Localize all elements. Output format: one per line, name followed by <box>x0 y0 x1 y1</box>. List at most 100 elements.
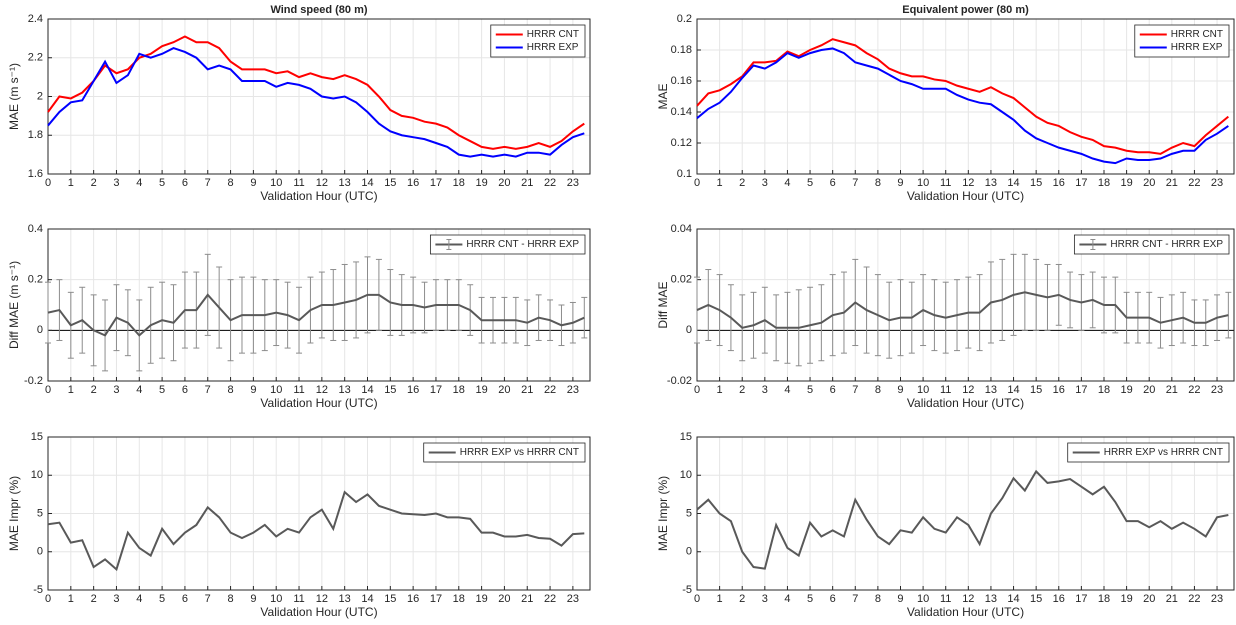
x-tick-label: 20 <box>498 177 510 189</box>
x-tick-label: 0 <box>694 384 700 396</box>
y-tick-label: 0 <box>686 546 692 558</box>
x-tick-label: 21 <box>521 177 533 189</box>
data-line <box>696 38 1229 155</box>
y-tick-label: 0.4 <box>28 223 43 235</box>
x-tick-label: 22 <box>1188 593 1200 605</box>
x-tick-label: 19 <box>475 384 487 396</box>
x-tick-label: 22 <box>1188 177 1200 189</box>
x-tick-label: 4 <box>784 384 790 396</box>
axes-frame <box>47 436 591 591</box>
x-tick-label: 12 <box>316 384 328 396</box>
legend-box <box>1067 442 1230 463</box>
y-tick-label: -5 <box>682 584 692 596</box>
x-tick-label: 3 <box>113 384 119 396</box>
x-tick-label: 5 <box>807 177 813 189</box>
legend: HRRR EXP vs HRRR CNT <box>1067 442 1230 463</box>
x-tick-label: 6 <box>182 384 188 396</box>
y-axis-label: MAE (m s⁻¹) <box>7 63 21 130</box>
x-tick-label: 10 <box>917 593 929 605</box>
y-axis-label: Diff MAE (m s⁻¹) <box>7 261 21 349</box>
x-tick-label: 18 <box>1098 593 1110 605</box>
data-line <box>47 490 585 572</box>
x-tick-label: 10 <box>917 384 929 396</box>
chart-title: Wind speed (80 m) <box>270 4 367 16</box>
y-tick-label: 0 <box>686 324 692 336</box>
x-tick-label: 20 <box>498 593 510 605</box>
y-tick-label: -5 <box>33 584 43 596</box>
x-tick-label: 16 <box>407 384 419 396</box>
x-tick-label: 15 <box>384 384 396 396</box>
data-line <box>696 47 1229 165</box>
x-tick-label: 9 <box>250 177 256 189</box>
x-tick-label: 10 <box>270 384 282 396</box>
y-tick-label: 0 <box>37 546 43 558</box>
x-tick-label: 21 <box>521 384 533 396</box>
x-tick-label: 10 <box>917 177 929 189</box>
x-tick-label: 1 <box>68 384 74 396</box>
data-line <box>696 469 1229 570</box>
y-tick-label: 1.6 <box>28 168 43 180</box>
x-tick-label: 6 <box>830 384 836 396</box>
x-tick-label: 19 <box>1120 593 1132 605</box>
legend-label: HRRR CNT - HRRR EXP <box>466 239 579 250</box>
x-tick-label: 5 <box>159 384 165 396</box>
x-tick-label: 14 <box>361 384 373 396</box>
legend-box <box>423 442 586 463</box>
x-tick-label: 21 <box>1166 384 1178 396</box>
legend: HRRR CNT HRRR EXP <box>490 24 586 58</box>
x-tick-label: 1 <box>717 384 723 396</box>
panel: 0 1 2 3 4 5 6 7 8 9 10 11 12 13 14 15 16 17 18 19 20 21 22 23-0… <box>656 223 1235 410</box>
legend-label: HRRR CNT - HRRR EXP <box>1110 239 1223 250</box>
x-tick-label: 13 <box>985 593 997 605</box>
x-tick-label: 11 <box>940 177 951 189</box>
x-tick-label: 14 <box>1007 593 1019 605</box>
x-tick-label: 5 <box>159 177 165 189</box>
x-tick-label: 16 <box>1053 384 1065 396</box>
x-tick-label: 16 <box>407 177 419 189</box>
x-tick-label: 9 <box>897 384 903 396</box>
y-tick-label: 0.12 <box>671 137 692 149</box>
y-tick-label: 2.4 <box>28 13 43 25</box>
axes-frame <box>696 436 1235 591</box>
x-tick-label: 16 <box>1053 177 1065 189</box>
x-tick-label: 17 <box>430 177 442 189</box>
x-tick-label: 18 <box>1098 384 1110 396</box>
y-tick-label: 0.14 <box>671 106 692 118</box>
legend-box <box>490 24 586 58</box>
x-tick-label: 8 <box>875 593 881 605</box>
x-tick-label: 13 <box>339 384 351 396</box>
x-tick-label: 17 <box>1075 384 1087 396</box>
y-axis-label: Diff MAE <box>656 281 670 328</box>
x-tick-label: 7 <box>205 177 211 189</box>
y-tick-label: 0 <box>37 324 43 336</box>
x-tick-label: 9 <box>897 593 903 605</box>
y-axis-label: MAE Impr (%) <box>656 476 670 551</box>
x-tick-label: 10 <box>270 177 282 189</box>
x-tick-label: 12 <box>962 593 974 605</box>
legend: HRRR CNT - HRRR EXP <box>1073 234 1230 255</box>
x-tick-label: 15 <box>1030 593 1042 605</box>
x-tick-label: 23 <box>1211 593 1223 605</box>
x-tick-label: 17 <box>430 384 442 396</box>
y-tick-label: 2 <box>37 90 43 102</box>
y-tick-label: 10 <box>31 469 43 481</box>
x-tick-label: 22 <box>1188 384 1200 396</box>
x-tick-label: 15 <box>384 177 396 189</box>
x-tick-label: 20 <box>1143 177 1155 189</box>
legend-label: HRRR CNT <box>527 29 579 40</box>
x-tick-label: 11 <box>293 384 304 396</box>
x-tick-label: 21 <box>521 593 533 605</box>
x-tick-label: 8 <box>875 177 881 189</box>
x-tick-label: 23 <box>567 177 579 189</box>
x-tick-label: 7 <box>852 177 858 189</box>
panel: 0 1 2 3 4 5 6 7 8 9 10 11 12 13 14 15 16 17 18 19 20 21 22 23-5… <box>656 431 1235 619</box>
legend-label: HRRR EXP <box>527 42 579 53</box>
x-tick-label: 1 <box>68 593 74 605</box>
x-tick-label: 20 <box>1143 384 1155 396</box>
x-tick-label: 17 <box>1075 593 1087 605</box>
chart-title: Equivalent power (80 m) <box>902 4 1029 16</box>
x-tick-label: 16 <box>1053 593 1065 605</box>
x-tick-label: 4 <box>784 177 790 189</box>
panel: 0 1 2 3 4 5 6 7 8 9 10 11 12 13 14 15 16 17 18 19 20 21 22 230.… <box>656 4 1235 203</box>
